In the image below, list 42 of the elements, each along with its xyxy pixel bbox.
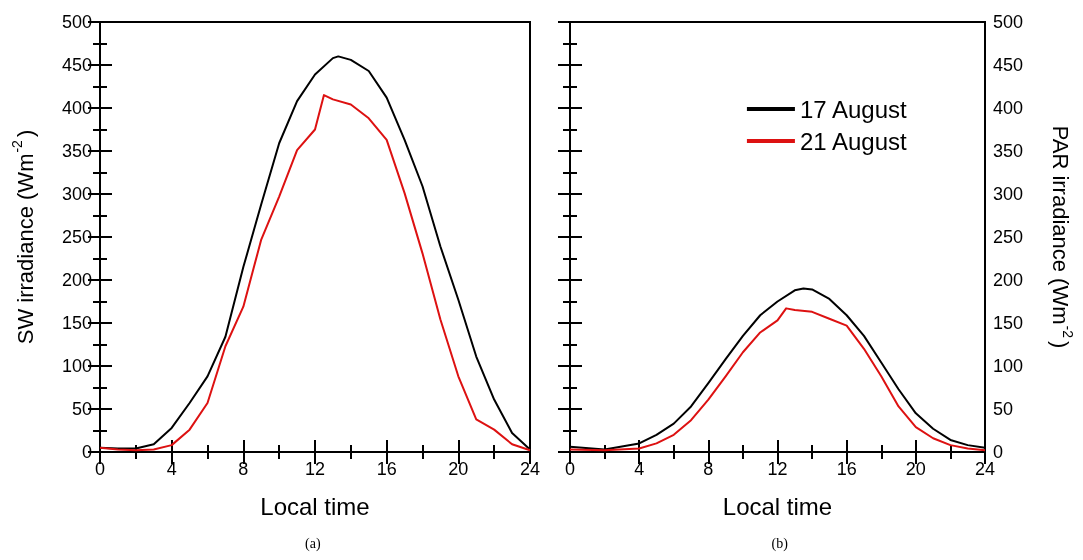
y-tick-label: 50 — [993, 399, 1014, 419]
x-tick-label: 12 — [767, 459, 788, 479]
y-tick-label: 300 — [61, 184, 92, 204]
y-tick-label: 500 — [993, 12, 1024, 32]
text: (a) — [305, 535, 321, 552]
x-tick-label: 16 — [836, 459, 857, 479]
y-tick-label: 100 — [61, 356, 92, 376]
y-axis-title: PAR irradiance (Wm-2) — [1047, 125, 1076, 349]
x-tick-label: 0 — [94, 459, 106, 479]
y-tick-label: 50 — [71, 399, 92, 419]
y-tick-label: 350 — [61, 141, 92, 161]
y-tick-label: 0 — [81, 442, 92, 462]
y-tick-label: 300 — [993, 184, 1024, 204]
legend-label: 17 August — [799, 95, 908, 123]
y-tick-label: 250 — [993, 227, 1024, 247]
x-tick-label: 24 — [519, 459, 541, 479]
x-tick-label: 0 — [564, 459, 576, 479]
y-axis-title: SW irradiance (Wm-2) — [9, 129, 38, 345]
y-tick-label: 250 — [61, 227, 92, 247]
y-tick-label: 0 — [993, 442, 1004, 462]
x-axis-title: Local time — [260, 492, 370, 520]
x-tick-label: 20 — [448, 459, 469, 479]
text: (b) — [771, 535, 789, 552]
y-tick-label: 450 — [61, 55, 92, 75]
x-tick-label: 20 — [905, 459, 926, 479]
y-tick-label: 400 — [61, 98, 92, 118]
x-tick-label: 4 — [166, 459, 177, 479]
y-tick-label: 350 — [993, 141, 1024, 161]
x-axis-title: Local time — [722, 492, 833, 520]
y-tick-label: 150 — [61, 313, 92, 333]
y-tick-label: 150 — [993, 313, 1024, 333]
y-tick-label: 450 — [993, 55, 1024, 75]
x-tick-label: 12 — [304, 459, 326, 479]
y-tick-label: 200 — [993, 270, 1024, 290]
y-tick-label: 500 — [61, 12, 92, 32]
legend-label: 21 August — [799, 127, 908, 155]
x-tick-label: 24 — [974, 459, 996, 479]
y-tick-label: 100 — [993, 356, 1024, 376]
y-tick-label: 200 — [61, 270, 92, 290]
y-tick-label: 400 — [993, 98, 1024, 118]
x-tick-label: 4 — [634, 459, 645, 479]
x-tick-label: 16 — [376, 459, 397, 479]
